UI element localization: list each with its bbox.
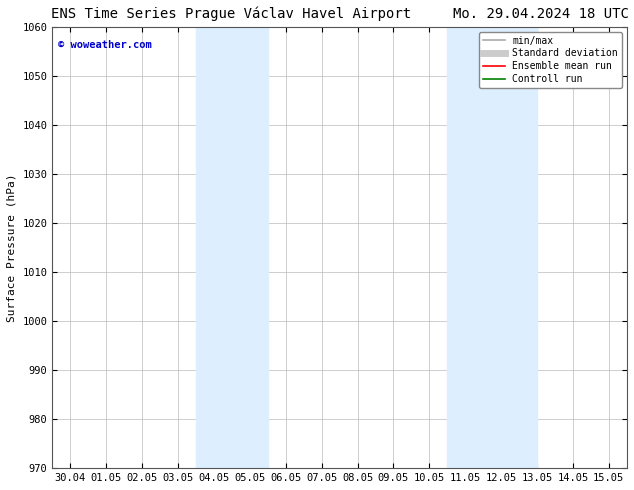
Bar [196, 27, 268, 468]
Title: ENS Time Series Prague Václav Havel Airport     Mo. 29.04.2024 18 UTC: ENS Time Series Prague Václav Havel Airp… [51, 7, 628, 22]
Y-axis label: Surface Pressure (hPa): Surface Pressure (hPa) [7, 173, 17, 322]
Text: © woweather.com: © woweather.com [58, 40, 152, 50]
Legend: min/max, Standard deviation, Ensemble mean run, Controll run: min/max, Standard deviation, Ensemble me… [479, 32, 622, 88]
Bar [447, 27, 537, 468]
